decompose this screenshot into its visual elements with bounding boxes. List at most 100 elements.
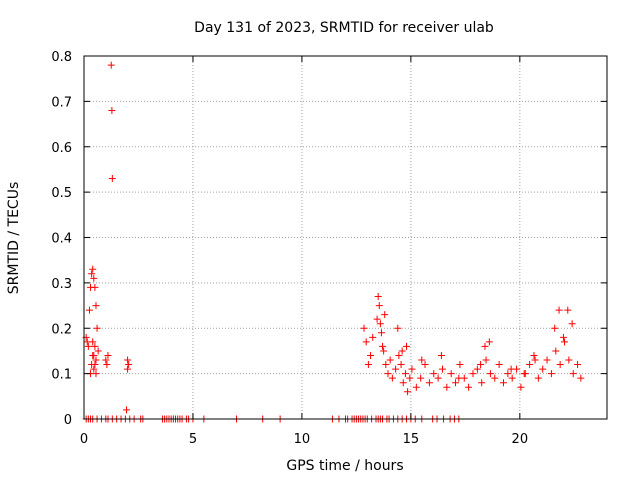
data-point	[91, 342, 99, 350]
data-point	[92, 370, 100, 378]
x-tick-label: 5	[189, 432, 197, 447]
data-point	[568, 320, 576, 328]
data-point	[388, 374, 396, 382]
grid-layer	[84, 56, 607, 419]
data-point	[93, 324, 101, 332]
data-point	[574, 361, 582, 369]
data-point	[491, 374, 499, 382]
data-point	[564, 306, 572, 314]
data-point	[465, 383, 473, 391]
data-point	[395, 351, 403, 359]
data-point	[91, 283, 99, 291]
data-point	[89, 265, 97, 273]
data-point	[569, 370, 577, 378]
data-point	[473, 365, 481, 373]
data-point	[452, 379, 460, 387]
data-point	[364, 361, 372, 369]
data-point	[399, 379, 407, 387]
tick-layer: 0 0.1 0.2 0.3 0.4 0.5 0.6 0.7 0.8 0 5 10 15 20	[51, 50, 607, 447]
data-point	[577, 374, 585, 382]
data-point	[447, 370, 455, 378]
data-point	[90, 274, 98, 282]
data-point	[565, 356, 573, 364]
data-point	[386, 356, 394, 364]
data-point	[367, 351, 375, 359]
data-point	[485, 338, 493, 346]
data-point	[412, 383, 420, 391]
data-point	[104, 351, 112, 359]
data-point	[482, 356, 490, 364]
data-point	[122, 406, 130, 414]
data-point	[89, 338, 97, 346]
data-point	[531, 356, 539, 364]
data-point	[125, 361, 133, 369]
data-point	[362, 338, 370, 346]
series-layer	[82, 61, 585, 423]
data-point	[443, 383, 451, 391]
x-tick-label: 10	[294, 432, 311, 447]
data-point	[434, 374, 442, 382]
x-tick-label: 0	[80, 432, 88, 447]
data-point	[108, 106, 116, 114]
data-point	[401, 370, 409, 378]
data-point	[508, 374, 516, 382]
data-point	[478, 379, 486, 387]
y-tick-label: 0	[64, 413, 72, 428]
x-tick-label: 20	[512, 432, 529, 447]
data-point	[455, 374, 463, 382]
data-point	[486, 370, 494, 378]
data-point	[94, 347, 102, 355]
data-point	[404, 388, 412, 396]
data-point	[556, 361, 564, 369]
data-point	[547, 370, 555, 378]
data-point	[102, 356, 110, 364]
data-point	[495, 361, 503, 369]
data-point	[382, 361, 390, 369]
data-point	[374, 292, 382, 300]
data-point	[375, 302, 383, 310]
data-point	[559, 333, 567, 341]
data-point	[437, 351, 445, 359]
data-point	[384, 370, 392, 378]
y-tick-label: 0.8	[51, 50, 72, 65]
data-point	[90, 351, 98, 359]
series-srmtid	[82, 61, 585, 423]
data-point	[430, 370, 438, 378]
data-point	[551, 324, 559, 332]
data-point	[373, 315, 381, 323]
data-point	[499, 379, 507, 387]
data-point	[520, 370, 528, 378]
data-point	[417, 374, 425, 382]
data-point	[392, 365, 400, 373]
data-point	[380, 347, 388, 355]
data-point	[88, 270, 96, 278]
data-point	[456, 361, 464, 369]
data-point	[92, 302, 100, 310]
data-point	[477, 361, 485, 369]
x-axis-label: GPS time / hours	[286, 458, 403, 474]
data-point	[103, 361, 111, 369]
data-point	[92, 356, 100, 364]
data-point	[504, 370, 512, 378]
data-point	[377, 329, 385, 337]
data-point	[397, 361, 405, 369]
data-point	[408, 365, 416, 373]
data-point	[107, 61, 115, 69]
data-point	[425, 379, 433, 387]
data-point	[84, 342, 92, 350]
data-point	[406, 374, 414, 382]
y-tick-label: 0.6	[51, 141, 72, 156]
data-point	[90, 365, 98, 373]
y-tick-label: 0.2	[51, 322, 72, 337]
data-point	[421, 361, 429, 369]
data-point	[561, 338, 569, 346]
data-point	[394, 324, 402, 332]
data-point	[108, 175, 116, 183]
y-tick-label: 0.3	[51, 277, 72, 292]
data-point	[124, 356, 132, 364]
data-point	[517, 383, 525, 391]
data-point	[418, 356, 426, 364]
data-point	[85, 306, 93, 314]
data-point	[381, 311, 389, 319]
